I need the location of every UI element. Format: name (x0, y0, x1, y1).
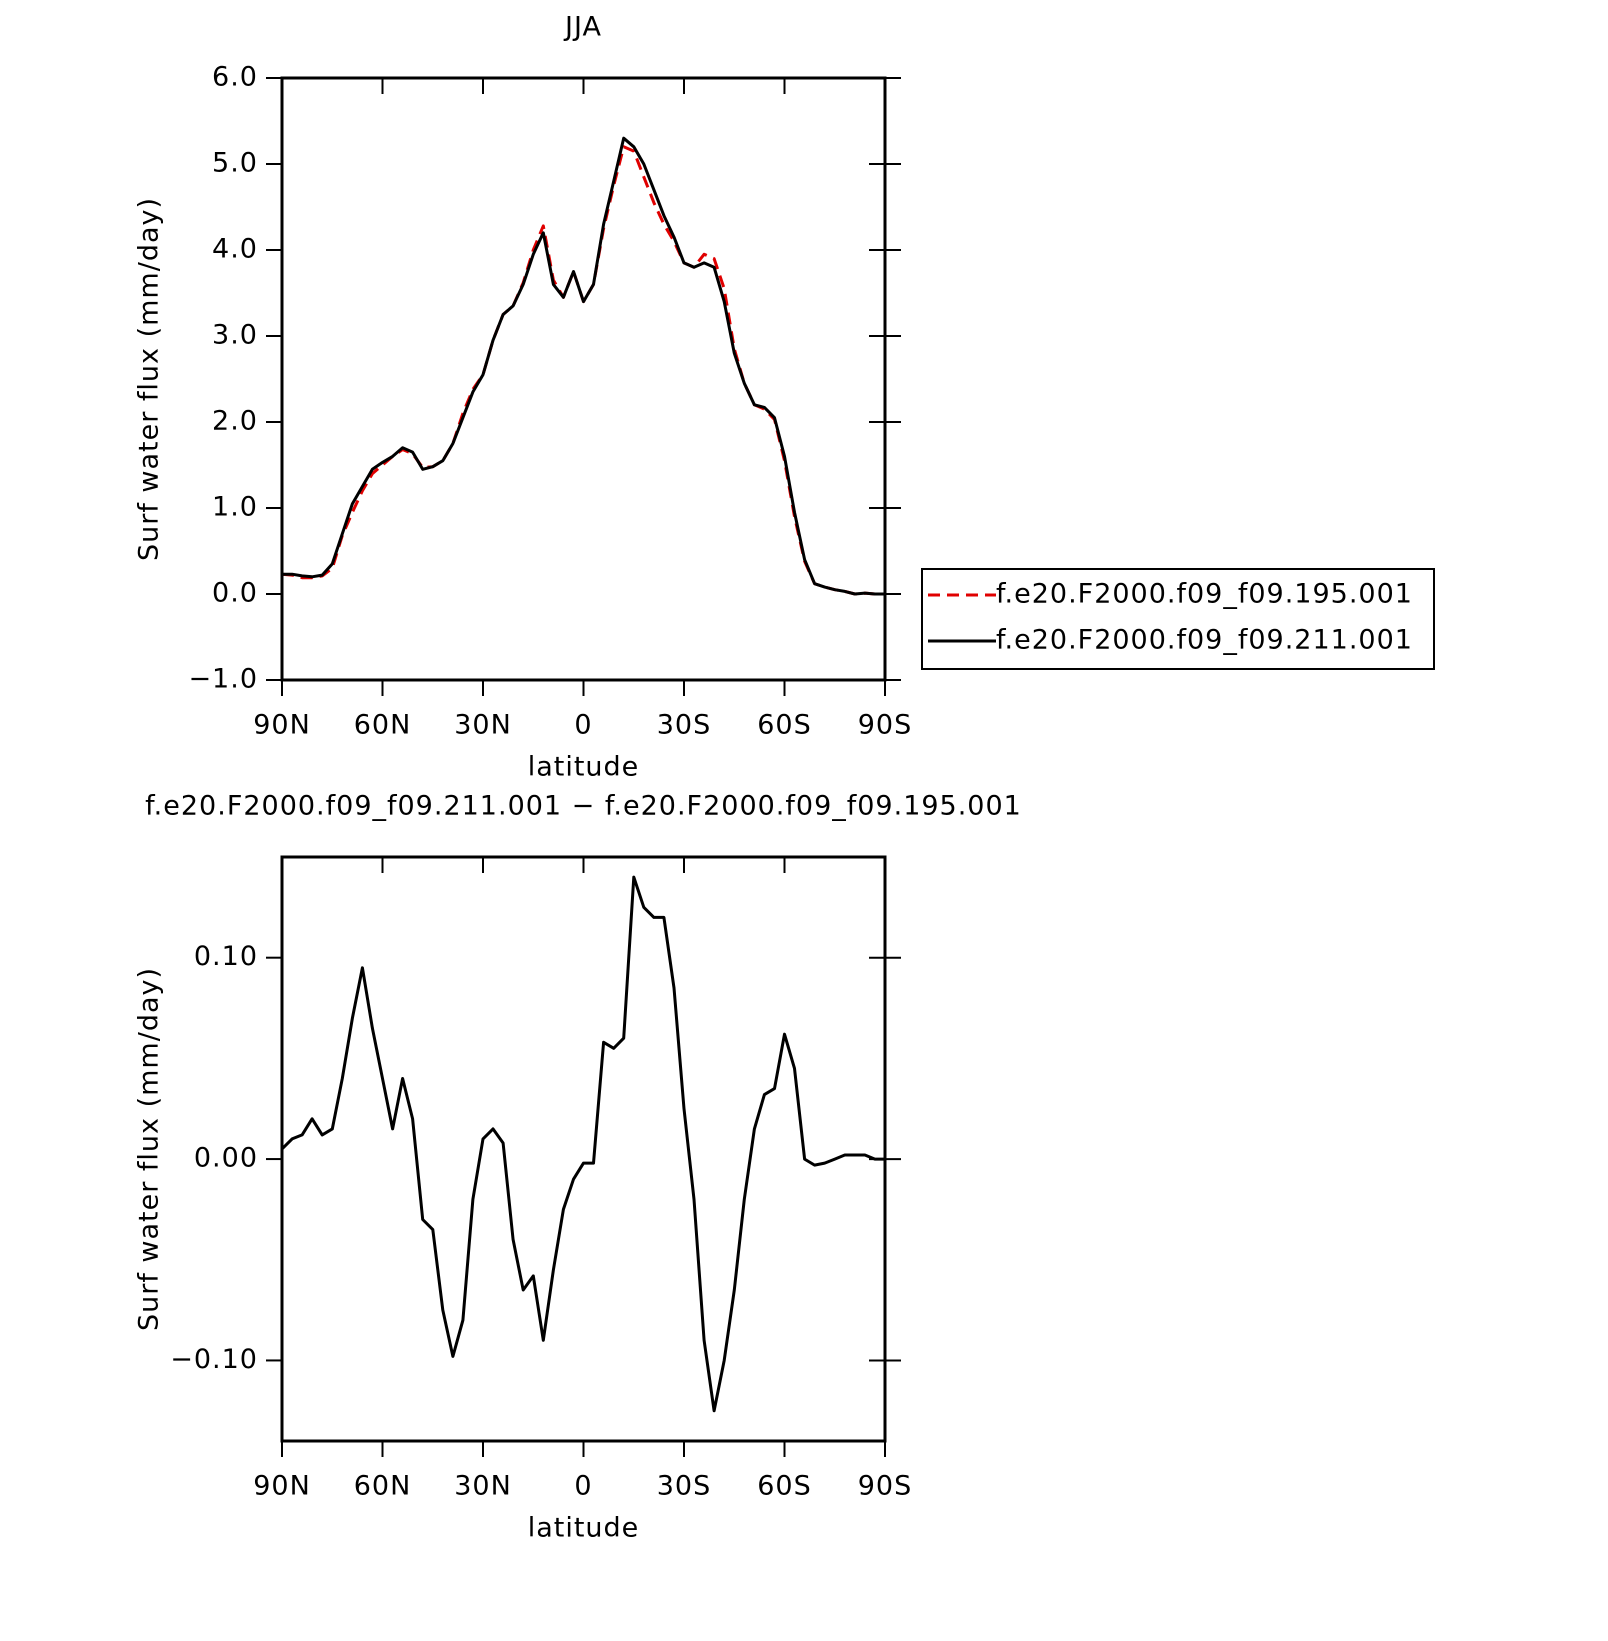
y-axis-label: Surf water flux (mm/day) (134, 967, 165, 1331)
y-tick-label: 0.10 (194, 941, 258, 972)
x-tick-label: 60S (757, 710, 812, 741)
x-tick-label: 60N (354, 710, 412, 741)
y-tick-label: 0.0 (212, 578, 258, 609)
x-tick-label: 30N (454, 1471, 512, 1502)
x-axis-label: latitude (528, 1513, 640, 1544)
x-tick-label: 90S (858, 710, 913, 741)
x-tick-label: 90N (253, 1471, 311, 1502)
plot-frame (280, 855, 887, 1443)
x-tick-label: 0 (574, 1471, 592, 1502)
y-axis-label: Surf water flux (mm/day) (134, 197, 165, 561)
y-tick-label: −0.10 (170, 1344, 258, 1375)
y-tick-label: 4.0 (212, 234, 258, 265)
chart-title: f.e20.F2000.f09_f09.211.001 − f.e20.F200… (145, 791, 1022, 822)
y-tick-label: 6.0 (212, 62, 258, 93)
x-tick-label: 90S (858, 1471, 913, 1502)
x-tick-label: 90N (253, 710, 311, 741)
x-tick-label: 60S (757, 1471, 812, 1502)
data-line (281, 145, 885, 596)
legend-label: f.e20.F2000.f09_f09.211.001 (996, 625, 1413, 656)
y-tick-label: 5.0 (212, 148, 258, 179)
data-line (280, 875, 885, 1413)
x-tick-label: 60N (354, 1471, 412, 1502)
x-tick-label: 30S (657, 710, 712, 741)
x-tick-label: 0 (574, 710, 592, 741)
legend-label: f.e20.F2000.f09_f09.195.001 (996, 579, 1413, 610)
y-tick-label: 2.0 (212, 406, 258, 437)
y-tick-label: 0.00 (194, 1143, 258, 1174)
x-axis-label: latitude (528, 752, 640, 783)
plot-frame (280, 76, 887, 682)
y-tick-label: −1.0 (188, 664, 258, 695)
y-tick-label: 1.0 (212, 492, 258, 523)
x-tick-label: 30N (454, 710, 512, 741)
y-tick-label: 3.0 (212, 320, 258, 351)
x-tick-label: 30S (657, 1471, 712, 1502)
data-line (282, 136, 885, 596)
chart-title: JJA (563, 12, 602, 43)
legend-box (921, 568, 1435, 670)
